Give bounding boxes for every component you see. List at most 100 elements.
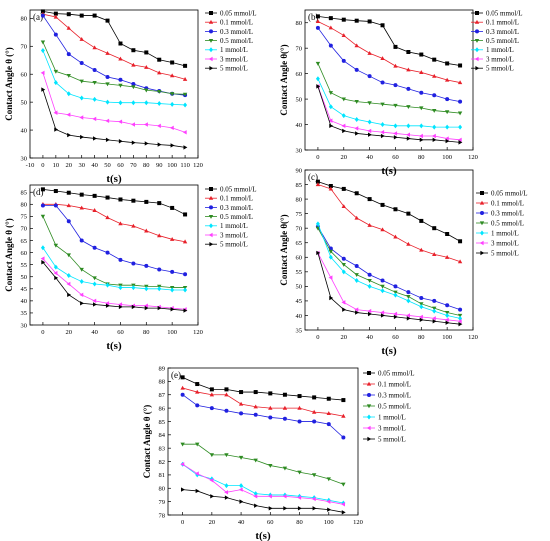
y-tick-label: 65 (296, 240, 303, 247)
data-point (92, 96, 97, 102)
data-point (131, 304, 136, 310)
data-point (341, 300, 346, 305)
legend-entry: 0.3 mmol/L (220, 204, 253, 212)
y-tick-label: 75 (296, 211, 303, 218)
data-point (297, 405, 302, 410)
data-point (393, 207, 398, 212)
data-point (380, 102, 385, 107)
data-point (297, 506, 302, 511)
x-tick-label: 20 (66, 162, 73, 169)
data-point (239, 411, 244, 416)
series-4 (315, 61, 463, 116)
data-point (328, 16, 333, 21)
data-point (79, 115, 84, 120)
data-point (118, 304, 123, 310)
series-1 (180, 375, 346, 403)
data-point (183, 63, 188, 68)
data-point (393, 292, 398, 298)
data-point (92, 13, 97, 18)
series-line (317, 252, 461, 322)
series-3 (40, 203, 188, 277)
data-point (92, 281, 97, 287)
data-point (53, 243, 59, 248)
data-point (457, 137, 462, 143)
legend-entry: 5 mmol/L (486, 65, 514, 73)
data-point (157, 286, 162, 292)
data-point (105, 50, 110, 55)
data-point (118, 77, 123, 82)
data-point (157, 233, 162, 238)
data-point (367, 283, 372, 289)
legend-entry: 5 mmol/L (378, 435, 406, 443)
data-point (253, 412, 258, 417)
data-point (210, 494, 215, 499)
data-point (224, 387, 229, 392)
data-point (118, 56, 123, 61)
data-point (239, 390, 244, 395)
data-point (367, 74, 372, 79)
data-point (268, 506, 273, 511)
data-point (40, 214, 46, 219)
legend-entry: 0.1 mmol/L (491, 199, 524, 207)
y-tick-label: 80 (296, 196, 303, 203)
series-line (182, 443, 344, 485)
data-point (93, 136, 97, 141)
data-point (341, 269, 346, 275)
data-point (419, 52, 424, 57)
data-point (380, 122, 385, 128)
x-tick-label: 0 (316, 334, 319, 341)
data-point (195, 382, 200, 387)
data-point (445, 138, 450, 144)
data-point (92, 45, 97, 50)
x-tick-label: 20 (341, 154, 348, 161)
legend-marker (480, 191, 484, 195)
series-4 (180, 442, 346, 487)
data-point (105, 301, 110, 306)
series-line (317, 63, 461, 114)
x-tick-label: 80 (143, 329, 150, 336)
data-point (183, 212, 188, 217)
data-point (328, 249, 334, 254)
x-tick-label: 0 (181, 519, 184, 526)
data-point (131, 198, 136, 203)
data-point (311, 409, 317, 414)
data-point (268, 494, 272, 499)
data-point (144, 50, 149, 55)
series-4 (40, 40, 188, 97)
data-point (92, 193, 97, 198)
legend-entry: 1 mmol/L (220, 46, 248, 54)
data-point (380, 133, 385, 139)
legend-marker (208, 215, 214, 219)
x-tick-label: 60 (117, 329, 124, 336)
data-point (180, 385, 185, 390)
data-point (393, 311, 398, 317)
data-point (419, 247, 424, 252)
data-point (282, 416, 287, 421)
data-point (40, 256, 45, 261)
data-point (315, 61, 321, 66)
x-tick-label: 40 (91, 162, 98, 169)
data-point (253, 458, 258, 463)
data-point (53, 11, 58, 16)
plot-frame (304, 9, 474, 151)
x-tick-label: 0 (316, 154, 319, 161)
y-tick-label: 82 (159, 459, 166, 466)
legend-entry: 1 mmol/L (220, 222, 248, 230)
y-tick-label: 83 (159, 445, 166, 452)
data-point (40, 187, 45, 192)
data-point (183, 287, 188, 293)
data-point (105, 250, 110, 255)
data-point (326, 396, 331, 401)
data-point (326, 499, 331, 504)
legend-marker (209, 66, 214, 71)
data-point (406, 241, 411, 246)
data-point (432, 319, 437, 324)
data-point (354, 215, 359, 220)
data-point (432, 93, 437, 98)
x-tick-label: 100 (442, 154, 452, 161)
data-point (341, 262, 346, 267)
series-line (42, 11, 186, 67)
data-point (406, 50, 411, 54)
x-tick-label: 100 (324, 519, 334, 526)
